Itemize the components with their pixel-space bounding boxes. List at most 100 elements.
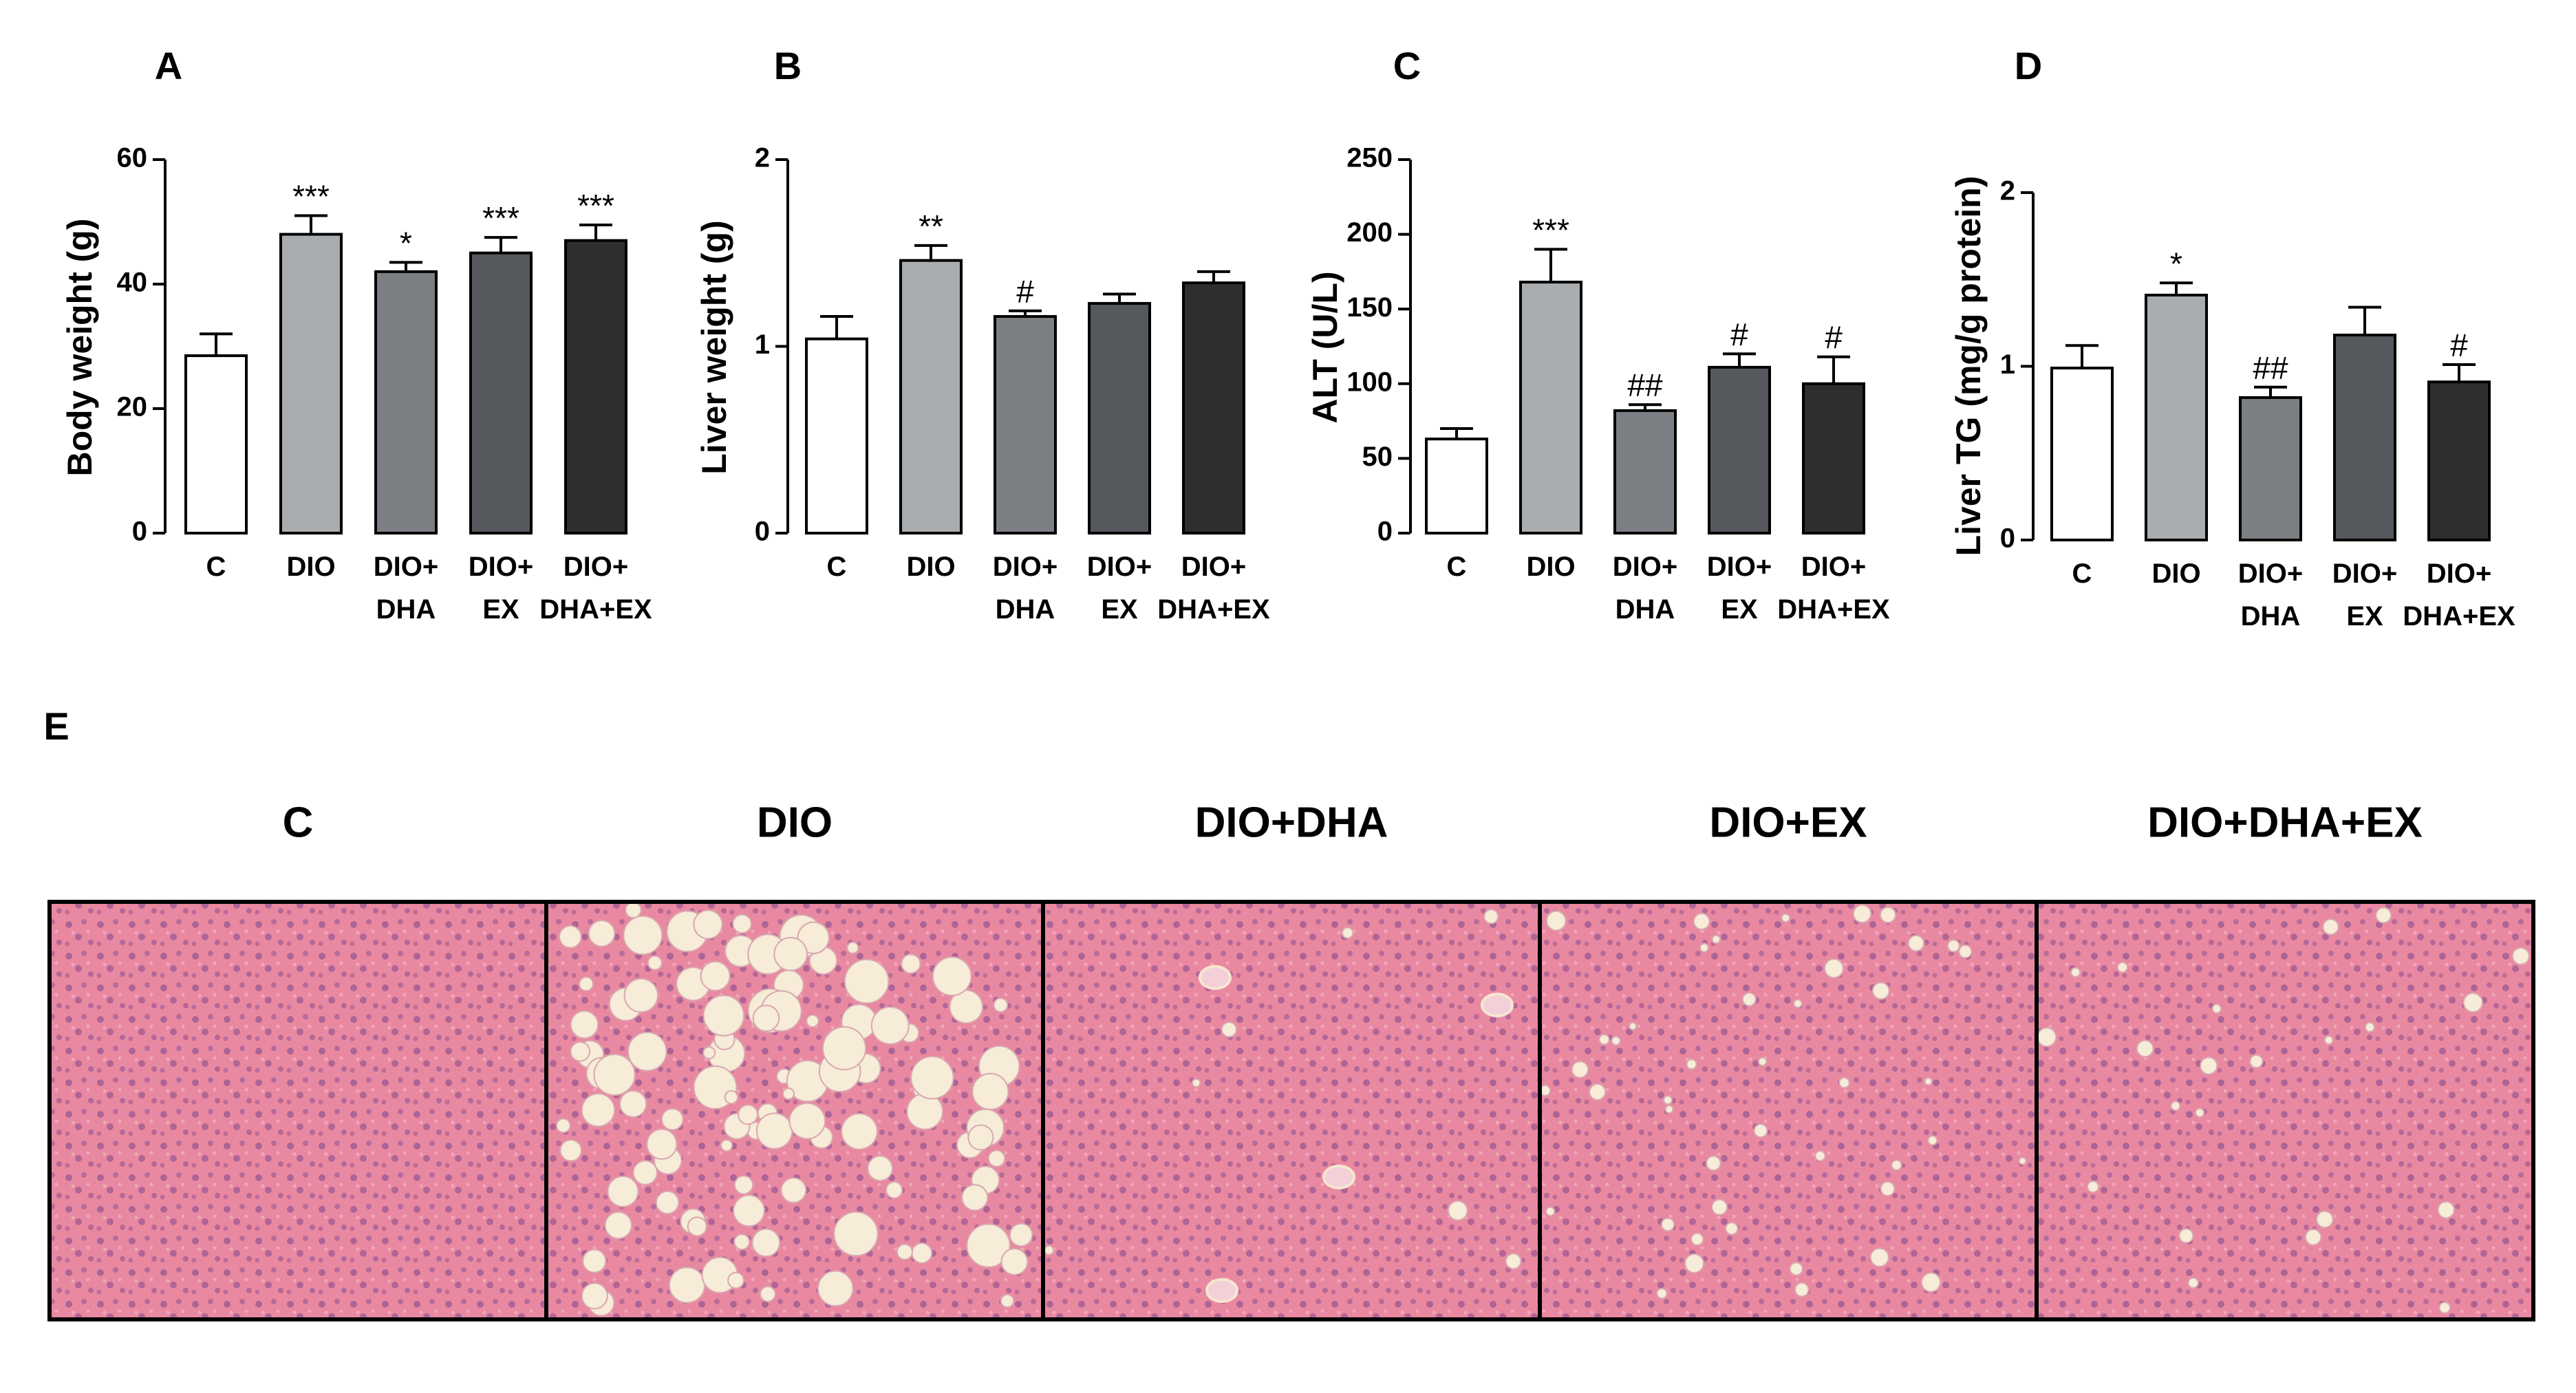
lipid-droplet xyxy=(661,1108,684,1131)
significance-label: # xyxy=(1825,320,1843,356)
lipid-droplet xyxy=(844,958,890,1004)
lipid-droplet xyxy=(2437,1200,2455,1219)
lipid-droplet xyxy=(1891,1159,1902,1171)
lipid-droplet xyxy=(2178,1228,2194,1244)
lipid-droplet xyxy=(655,1190,680,1215)
lipid-droplet xyxy=(1571,1060,1589,1079)
lipid-droplet xyxy=(2323,1035,2334,1045)
lipid-droplet xyxy=(1662,1095,1673,1105)
lipid-droplet xyxy=(822,1026,867,1070)
lipid-droplet xyxy=(1946,939,1960,953)
lipid-droplet xyxy=(1814,1150,1826,1162)
lipid-droplet xyxy=(949,989,984,1024)
vessel-lumen xyxy=(1481,993,1514,1017)
y-tick-label: 50 xyxy=(1362,442,1393,472)
lipid-droplet xyxy=(733,1175,754,1195)
lipid-droplet xyxy=(870,1006,910,1045)
lipid-droplet xyxy=(2249,1054,2264,1069)
lipid-droplet xyxy=(623,915,663,955)
lipid-droplet xyxy=(780,1177,807,1204)
lipid-droplet xyxy=(1794,1282,1810,1297)
lipid-droplet xyxy=(2211,1003,2222,1014)
bar xyxy=(805,337,868,534)
histology-image: DIO+DHA xyxy=(1041,799,1542,1321)
x-category-label: EX xyxy=(1101,594,1138,625)
lipid-droplet xyxy=(932,956,972,997)
histology-image: C xyxy=(47,799,548,1321)
histology-image: DIO xyxy=(544,799,1045,1321)
significance-label: *** xyxy=(482,200,519,236)
significance-label: ## xyxy=(2253,350,2288,386)
lipid-droplet xyxy=(727,1271,744,1289)
lipid-droplet xyxy=(2375,907,2392,924)
lipid-droplet xyxy=(619,1090,647,1118)
lipid-droplet xyxy=(817,1270,854,1307)
x-category-label: C xyxy=(2072,559,2092,589)
x-category-label: DHA xyxy=(996,594,1055,625)
lipid-droplet xyxy=(1684,1253,1705,1274)
y-tick-label: 2 xyxy=(755,143,770,173)
x-category-label: DIO+ xyxy=(1087,552,1152,582)
lipid-droplet xyxy=(1869,1247,1889,1268)
lipid-droplet xyxy=(833,1211,879,1257)
lipid-droplet xyxy=(733,1233,751,1251)
lipid-droplet xyxy=(593,1053,636,1097)
x-category-label: DIO+ xyxy=(1801,552,1866,582)
lipid-droplet xyxy=(581,1092,616,1127)
panel-letter: C xyxy=(1393,44,1421,87)
y-axis-label: Liver TG (mg/g protein) xyxy=(1949,176,1988,557)
bar xyxy=(1802,382,1865,534)
lipid-droplet xyxy=(623,978,659,1013)
lipid-droplet xyxy=(693,909,723,940)
lipid-droplet xyxy=(2018,1156,2027,1165)
histology-title: C xyxy=(283,799,314,846)
bar xyxy=(994,315,1057,534)
lipid-droplet xyxy=(582,1249,607,1273)
bar xyxy=(279,233,343,534)
lipid-droplet xyxy=(687,1216,707,1237)
lipid-droplet xyxy=(668,1266,706,1304)
significance-label: * xyxy=(400,225,412,261)
lipid-droplet xyxy=(966,1223,1011,1268)
y-tick-label: 2 xyxy=(2000,176,2015,206)
x-category-label: DIO+ xyxy=(469,552,533,582)
significance-label: ## xyxy=(1627,367,1663,403)
x-category-label: DHA+EX xyxy=(1777,594,1890,625)
lipid-droplet xyxy=(579,976,594,992)
bar xyxy=(184,354,248,534)
tissue-texture xyxy=(2037,902,2533,1319)
significance-label: *** xyxy=(292,178,330,214)
lipid-droplet xyxy=(570,1041,591,1062)
x-category-label: EX xyxy=(482,594,519,625)
lipid-droplet xyxy=(627,1031,667,1072)
significance-label: *** xyxy=(577,188,614,224)
panel-letter: D xyxy=(2015,44,2042,87)
bar xyxy=(899,259,963,534)
lipid-droplet xyxy=(647,955,663,971)
y-tick-label: 0 xyxy=(1377,517,1393,547)
lipid-droplet xyxy=(1757,1057,1768,1066)
significance-label: # xyxy=(1730,316,1748,352)
y-tick-label: 20 xyxy=(117,392,148,422)
lipid-droplet xyxy=(773,937,808,971)
lipid-droplet xyxy=(961,1184,989,1211)
bar xyxy=(1613,409,1677,534)
lipid-droplet xyxy=(1725,1222,1739,1235)
lipid-droplet xyxy=(788,1102,826,1140)
lipid-droplet xyxy=(972,1072,1009,1110)
lipid-droplet xyxy=(2315,1210,2334,1229)
lipid-droplet xyxy=(906,1092,944,1130)
lipid-droplet xyxy=(1958,944,1973,959)
bar xyxy=(1519,281,1582,534)
lipid-droplet xyxy=(760,1286,776,1303)
x-category-label: DIO xyxy=(2151,559,2200,589)
x-category-label: C xyxy=(1447,552,1467,582)
histology-panels: E C DIO DIO+DHA DIO+EX DIO+DHA+EX xyxy=(43,704,2535,1321)
lipid-droplet xyxy=(752,1004,780,1032)
lipid-droplet xyxy=(570,1010,599,1039)
lipid-droplet xyxy=(604,1211,633,1240)
lipid-droplet xyxy=(797,921,830,955)
x-category-label: C xyxy=(827,552,847,582)
